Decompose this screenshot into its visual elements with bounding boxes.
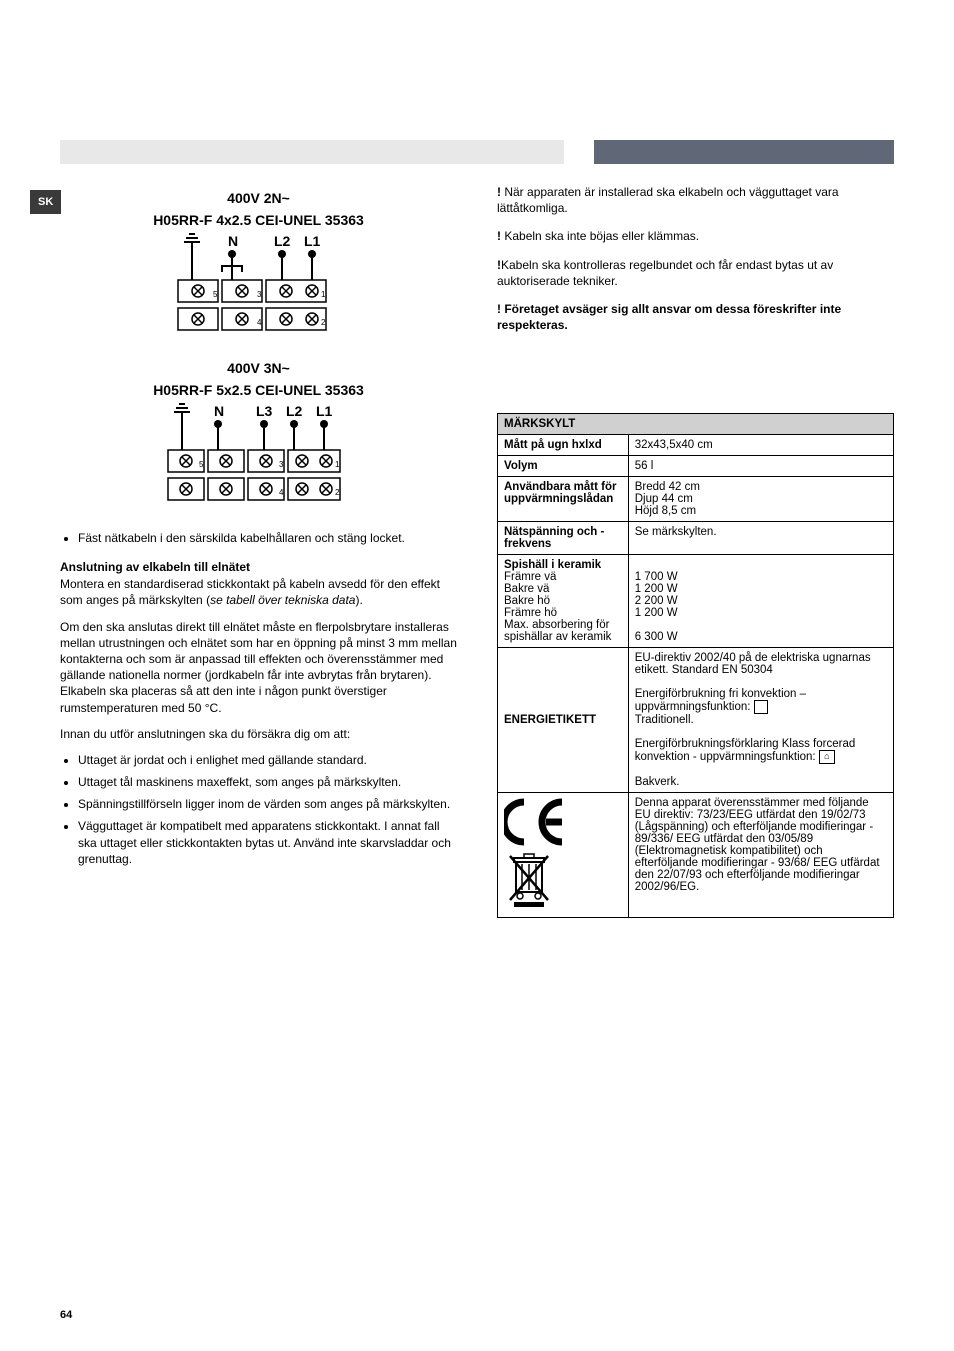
text: Kabeln ska inte böjas eller klämmas. <box>504 229 699 243</box>
bullet-list-2: Uttaget är jordat och i enlighet med gäl… <box>60 752 457 867</box>
language-badge: SK <box>30 190 61 214</box>
list-item: Spänningstillförseln ligger inom de värd… <box>78 796 457 812</box>
list-item: Vägguttaget är kompatibelt med apparaten… <box>78 818 457 867</box>
spec-key: Spishäll i keramik Främre vä Bakre vä Ba… <box>498 555 629 648</box>
svg-text:3: 3 <box>257 290 262 299</box>
paragraph: Om den ska anslutas direkt till elnätet … <box>60 619 457 716</box>
svg-text:4: 4 <box>257 318 262 327</box>
ce-cell <box>498 793 629 918</box>
spec-val: 56 l <box>628 456 893 477</box>
diagram1-title1: 400V 2N~ <box>60 190 457 206</box>
svg-text:L1: L1 <box>304 233 321 249</box>
svg-text:1: 1 <box>335 460 340 469</box>
spec-key: Mått på ugn hxlxd <box>498 435 629 456</box>
wiring-diagram-1: N L2 L1 5 3 1 <box>164 232 354 342</box>
svg-text:N: N <box>228 233 238 249</box>
italic-text: se tabell över tekniska data <box>210 593 355 607</box>
text: ). <box>355 593 362 607</box>
svg-text:L3: L3 <box>256 403 273 419</box>
page-number: 64 <box>60 1309 72 1321</box>
svg-text:L1: L1 <box>316 403 333 419</box>
spec-val: Se märkskylten. <box>628 522 893 555</box>
warning-3: !Kabeln ska kontrolleras regelbundet och… <box>497 257 894 289</box>
diagram2-title1: 400V 3N~ <box>60 360 457 376</box>
svg-text:4: 4 <box>279 488 284 497</box>
svg-text:5: 5 <box>199 460 204 469</box>
bullet-list-1: Fäst nätkabeln i den särskilda kabelhåll… <box>60 530 457 546</box>
header-right <box>594 140 894 164</box>
spec-val: EU-direktiv 2002/40 på de elektriska ugn… <box>628 648 893 793</box>
text: Kabeln ska kontrolleras regelbundet och … <box>497 258 833 288</box>
bold-text: Företaget avsäger sig allt ansvar om des… <box>497 302 841 332</box>
header-gap <box>564 140 594 164</box>
warning-4: ! Företaget avsäger sig allt ansvar om d… <box>497 301 894 333</box>
svg-text:5: 5 <box>213 290 218 299</box>
spec-val: 32x43,5x40 cm <box>628 435 893 456</box>
list-item: Uttaget tål maskinens maxeffekt, som ang… <box>78 774 457 790</box>
spec-val: Bredd 42 cm Djup 44 cm Höjd 8,5 cm <box>628 477 893 522</box>
list-item: Fäst nätkabeln i den särskilda kabelhåll… <box>78 530 457 546</box>
svg-text:2: 2 <box>321 318 326 327</box>
ce-mark-icon <box>504 797 584 847</box>
warning-1: ! När apparaten är installerad ska elkab… <box>497 184 894 216</box>
text: När apparaten är installerad ska elkabel… <box>497 185 839 215</box>
list-item: Uttaget är jordat och i enlighet med gäl… <box>78 752 457 768</box>
spec-val: 1 700 W 1 200 W 2 200 W 1 200 W 6 300 W <box>628 555 893 648</box>
paragraph: Innan du utför anslutningen ska du försä… <box>60 726 457 742</box>
svg-text:1: 1 <box>321 290 326 299</box>
svg-text:L2: L2 <box>274 233 291 249</box>
svg-text:N: N <box>214 403 224 419</box>
section-heading: Anslutning av elkabeln till elnätet <box>60 560 457 574</box>
header-left <box>60 140 564 164</box>
spec-key: Nätspänning och -frekvens <box>498 522 629 555</box>
spec-val: Denna apparat överensstämmer med följand… <box>628 793 893 918</box>
right-column: ! När apparaten är installerad ska elkab… <box>497 184 894 918</box>
header-bar <box>60 140 894 164</box>
diagram2-title2: H05RR-F 5x2.5 CEI-UNEL 35363 <box>60 382 457 398</box>
svg-text:3: 3 <box>279 460 284 469</box>
left-column: 400V 2N~ H05RR-F 4x2.5 CEI-UNEL 35363 N … <box>60 184 457 918</box>
spec-key: Volym <box>498 456 629 477</box>
wiring-diagram-2: N L3 L2 L1 5 3 1 <box>154 402 364 512</box>
spec-key: ENERGIETIKETT <box>498 648 629 793</box>
svg-text:2: 2 <box>335 488 340 497</box>
warning-2: ! Kabeln ska inte böjas eller klämmas. <box>497 228 894 244</box>
table-title: MÄRKSKYLT <box>498 414 894 435</box>
weee-bin-icon <box>504 850 554 910</box>
diagram1-title2: H05RR-F 4x2.5 CEI-UNEL 35363 <box>60 212 457 228</box>
svg-text:L2: L2 <box>286 403 303 419</box>
paragraph: Montera en standardiserad stickkontakt p… <box>60 576 457 608</box>
spec-table: MÄRKSKYLT Mått på ugn hxlxd32x43,5x40 cm… <box>497 413 894 918</box>
spec-key: Användbara mått för uppvärmningslådan <box>498 477 629 522</box>
